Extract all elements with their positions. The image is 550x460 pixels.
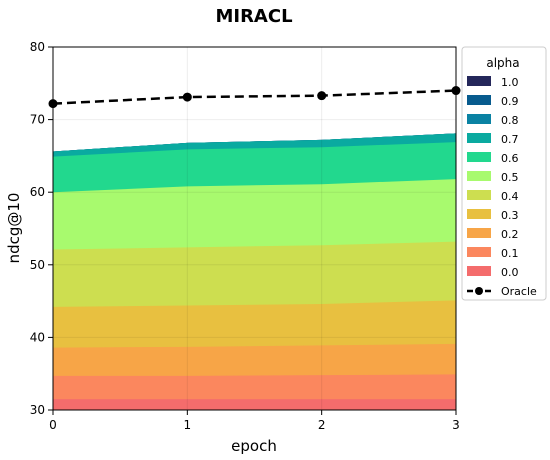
legend-label: 0.0 — [501, 266, 519, 279]
legend-swatch — [467, 190, 491, 200]
area-layers — [53, 133, 456, 411]
legend-swatch — [467, 247, 491, 257]
x-axis-ticks: 0 1 2 3 — [49, 410, 460, 432]
legend-label: 0.1 — [501, 247, 519, 260]
y-axis-ticks: 30 40 50 60 70 80 — [30, 40, 53, 417]
legend-swatch — [467, 152, 491, 162]
y-axis-label: ndcg@10 — [5, 193, 23, 264]
plot-frame — [52, 46, 457, 411]
x-tick-label: 3 — [452, 418, 460, 432]
legend-swatch — [467, 209, 491, 219]
legend-label: 0.9 — [501, 95, 519, 108]
legend-swatch — [467, 171, 491, 181]
legend-swatch — [467, 266, 491, 276]
legend-swatch — [467, 114, 491, 124]
legend: alpha 1.0 0.9 0.8 0.7 0.6 0.5 0.4 0.3 0.2 0.1 0.0 O… — [461, 46, 547, 301]
oracle-point — [317, 91, 327, 101]
oracle-point — [182, 92, 192, 102]
x-tick-label: 2 — [318, 418, 326, 432]
x-axis-label: epoch — [231, 437, 277, 455]
area-alpha-0-0 — [53, 399, 456, 410]
legend-oracle-marker — [475, 287, 483, 295]
y-tick-label: 60 — [30, 185, 45, 199]
legend-label: 0.4 — [501, 190, 519, 203]
legend-label: Oracle — [501, 285, 537, 298]
legend-label: 1.0 — [501, 76, 519, 89]
x-tick-label: 1 — [184, 418, 192, 432]
legend-label: 0.5 — [501, 171, 519, 184]
legend-label: 0.6 — [501, 152, 519, 165]
y-tick-label: 70 — [30, 113, 45, 127]
y-tick-label: 30 — [30, 403, 45, 417]
legend-swatch — [467, 228, 491, 238]
oracle-line — [52, 89, 457, 105]
y-tick-label: 80 — [30, 40, 45, 54]
legend-label: 0.2 — [501, 228, 519, 241]
legend-title: alpha — [486, 56, 519, 70]
oracle-series — [48, 86, 461, 109]
legend-swatch — [467, 76, 491, 86]
legend-swatch — [467, 95, 491, 105]
legend-swatch — [467, 133, 491, 143]
chart-title: MIRACL — [215, 6, 292, 27]
legend-label: 0.3 — [501, 209, 519, 222]
y-tick-label: 40 — [30, 330, 45, 344]
x-tick-label: 0 — [49, 418, 57, 432]
legend-label: 0.7 — [501, 133, 519, 146]
legend-label: 0.8 — [501, 114, 519, 127]
y-tick-label: 50 — [30, 258, 45, 272]
